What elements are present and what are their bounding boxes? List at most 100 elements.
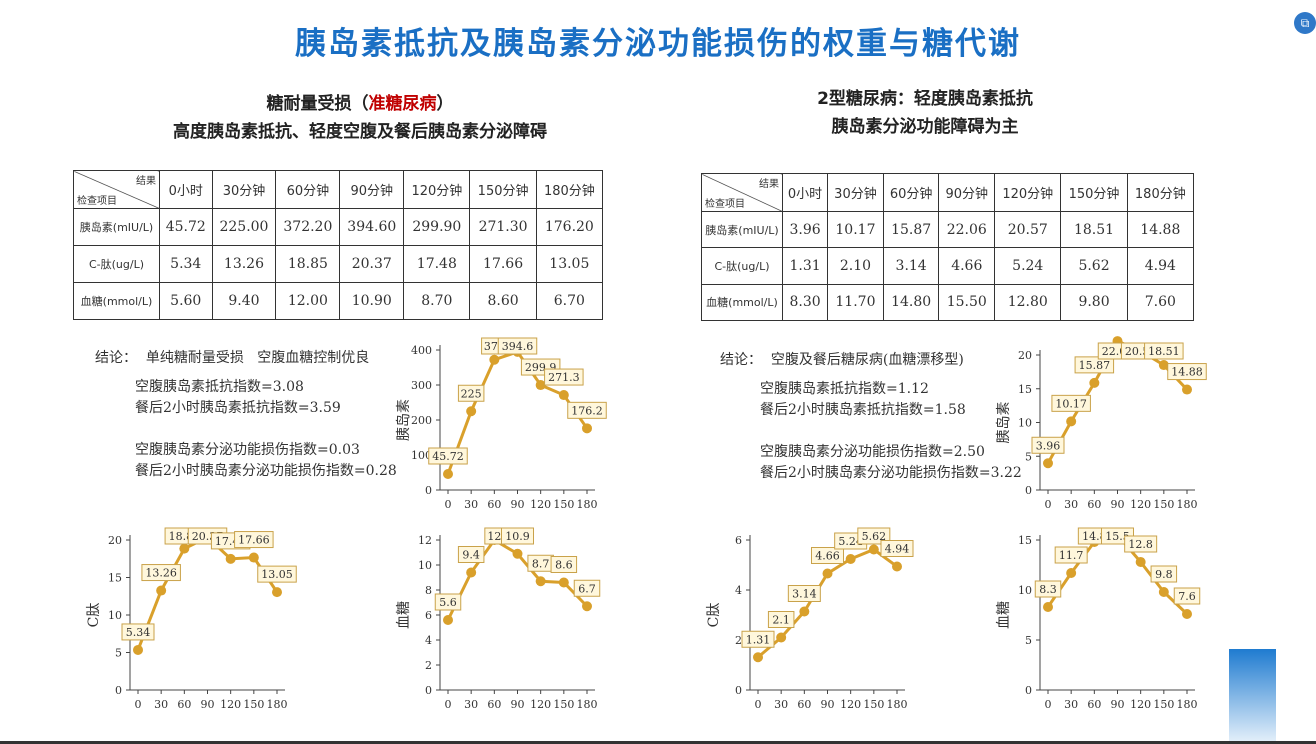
x-tick-label: 120 <box>530 498 551 511</box>
data-point <box>1158 587 1169 597</box>
y-tick-label: 2 <box>735 634 742 647</box>
corner-app-icon[interactable]: ⧉ <box>1294 12 1316 34</box>
conclusion-line: 餐后2小时胰岛素分泌功能损伤指数=3.22 <box>760 465 1022 481</box>
data-label: 4.66 <box>815 550 840 563</box>
table-cell: 13.05 <box>535 245 604 283</box>
table-cell: 299.90 <box>403 208 471 246</box>
data-label-box <box>497 337 538 355</box>
row-label: C-肽(ug/L) <box>701 247 783 285</box>
x-tick-label: 0 <box>135 698 142 711</box>
x-tick-label: 150 <box>1153 698 1174 711</box>
y-axis-label: 胰岛素 <box>996 402 1012 444</box>
table-cell: 14.88 <box>1126 210 1195 249</box>
y-tick-label: 5 <box>1025 450 1032 463</box>
col-header: 120分钟 <box>994 173 1062 212</box>
table-cell: 10.17 <box>827 210 884 249</box>
data-point <box>512 548 523 559</box>
conclusion-line: 餐后2小时胰岛素抵抗指数=3.59 <box>135 400 341 416</box>
y-tick-label: 20 <box>108 534 122 547</box>
x-tick-label: 150 <box>243 698 264 711</box>
page-title: 胰岛素抵抗及胰岛素分泌功能损伤的权重与糖代谢 <box>295 26 1021 62</box>
table-cell: 22.06 <box>938 210 996 249</box>
data-point <box>1066 416 1077 427</box>
x-tick-label: 0 <box>445 498 452 511</box>
data-label-box <box>257 565 297 583</box>
y-axis-label: 胰岛素 <box>396 399 412 441</box>
y-tick-label: 4 <box>425 634 432 647</box>
data-label-box <box>544 368 584 386</box>
y-axis-label: C肽 <box>706 603 722 628</box>
x-tick-label: 120 <box>220 698 241 711</box>
col-header: 60分钟 <box>882 173 940 212</box>
y-tick-label: 0 <box>115 684 122 697</box>
data-label: 10.9 <box>505 530 530 543</box>
data-label-box <box>428 447 468 465</box>
data-label-box <box>434 593 462 611</box>
x-tick-label: 120 <box>1130 498 1151 511</box>
y-axis-label: C肽 <box>86 603 102 628</box>
data-label: 5.24 <box>838 535 863 548</box>
table-row: C-肽(ug/L) 5.34 13.26 18.85 20.37 17.48 1… <box>73 245 604 283</box>
data-point <box>892 561 902 572</box>
row-label: 血糖(mmol/L) <box>73 282 160 320</box>
table-cell: 4.94 <box>1126 247 1195 285</box>
x-tick-label: 0 <box>755 698 762 711</box>
data-label: 5.62 <box>862 530 887 543</box>
data-label-box <box>1034 580 1062 598</box>
y-tick-label: 12 <box>418 534 432 547</box>
data-label: 271.3 <box>548 371 580 384</box>
table-row: 胰岛素(mIU/L) 45.72 225.00 372.20 394.60 29… <box>73 208 604 246</box>
y-tick-label: 5 <box>1025 634 1032 647</box>
data-point <box>845 554 856 564</box>
data-label-box <box>1054 546 1088 564</box>
data-label: 10.17 <box>1055 397 1087 410</box>
x-tick-label: 150 <box>553 698 574 711</box>
y-tick-label: 10 <box>1018 584 1032 597</box>
data-label: 14.88 <box>1171 366 1203 379</box>
table-cell: 5.62 <box>1060 247 1128 285</box>
data-label-box <box>121 623 155 641</box>
data-point <box>1182 609 1192 619</box>
y-tick-label: 200 <box>411 414 432 427</box>
x-tick-label: 90 <box>201 698 215 711</box>
y-tick-label: 8 <box>425 584 432 597</box>
row-label: 胰岛素(mIU/L) <box>73 208 160 246</box>
table-cell: 394.60 <box>339 208 405 246</box>
data-label: 15.5 <box>1105 530 1130 543</box>
data-label: 7.6 <box>1178 590 1196 603</box>
conclusion-line: 空腹胰岛素抵抗指数=3.08 <box>135 379 304 395</box>
y-axis-label: 血糖 <box>396 601 412 629</box>
data-label-box <box>880 540 914 557</box>
corner-top-label: 结果 <box>136 176 156 187</box>
right-subtitle-line1: 2型糖尿病：轻度胰岛素抵抗 <box>817 89 1033 109</box>
col-header: 150分钟 <box>469 170 537 209</box>
decorative-gradient-box <box>1229 649 1276 744</box>
data-label-box <box>1167 363 1207 381</box>
table-cell: 13.26 <box>211 245 277 283</box>
table-cell: 20.37 <box>339 245 405 283</box>
data-label-box <box>1124 535 1158 553</box>
left-subtitle-text-a: 糖耐量受损（ <box>266 94 369 114</box>
corner-top-label: 结果 <box>759 179 779 190</box>
right-data-table: 结果 检查项目 0小时 30分钟 60分钟 90分钟 120分钟 150分钟 18… <box>701 173 1195 322</box>
data-label: 6.7 <box>578 582 596 595</box>
y-tick-label: 0 <box>425 684 432 697</box>
data-point <box>156 585 167 596</box>
table-corner: 结果 检查项目 <box>73 170 160 209</box>
table-row: 血糖(mmol/L) 8.30 11.70 14.80 15.50 12.80 … <box>701 283 1195 322</box>
data-label-box <box>1144 342 1184 360</box>
y-tick-label: 400 <box>411 344 432 357</box>
table-cell: 8.70 <box>403 282 471 320</box>
x-tick-label: 60 <box>797 698 811 711</box>
data-point <box>558 390 569 401</box>
left-subtitle: 糖耐量受损（准糖尿病） 高度胰岛素抵抗、轻度空腹及餐后胰岛素分泌障碍 <box>60 90 660 146</box>
table-cell: 15.87 <box>882 210 940 249</box>
y-tick-label: 4 <box>735 584 742 597</box>
x-tick-label: 180 <box>267 698 288 711</box>
x-tick-label: 60 <box>1087 498 1101 511</box>
col-header: 30分钟 <box>211 170 277 209</box>
data-label: 13.26 <box>145 567 177 580</box>
